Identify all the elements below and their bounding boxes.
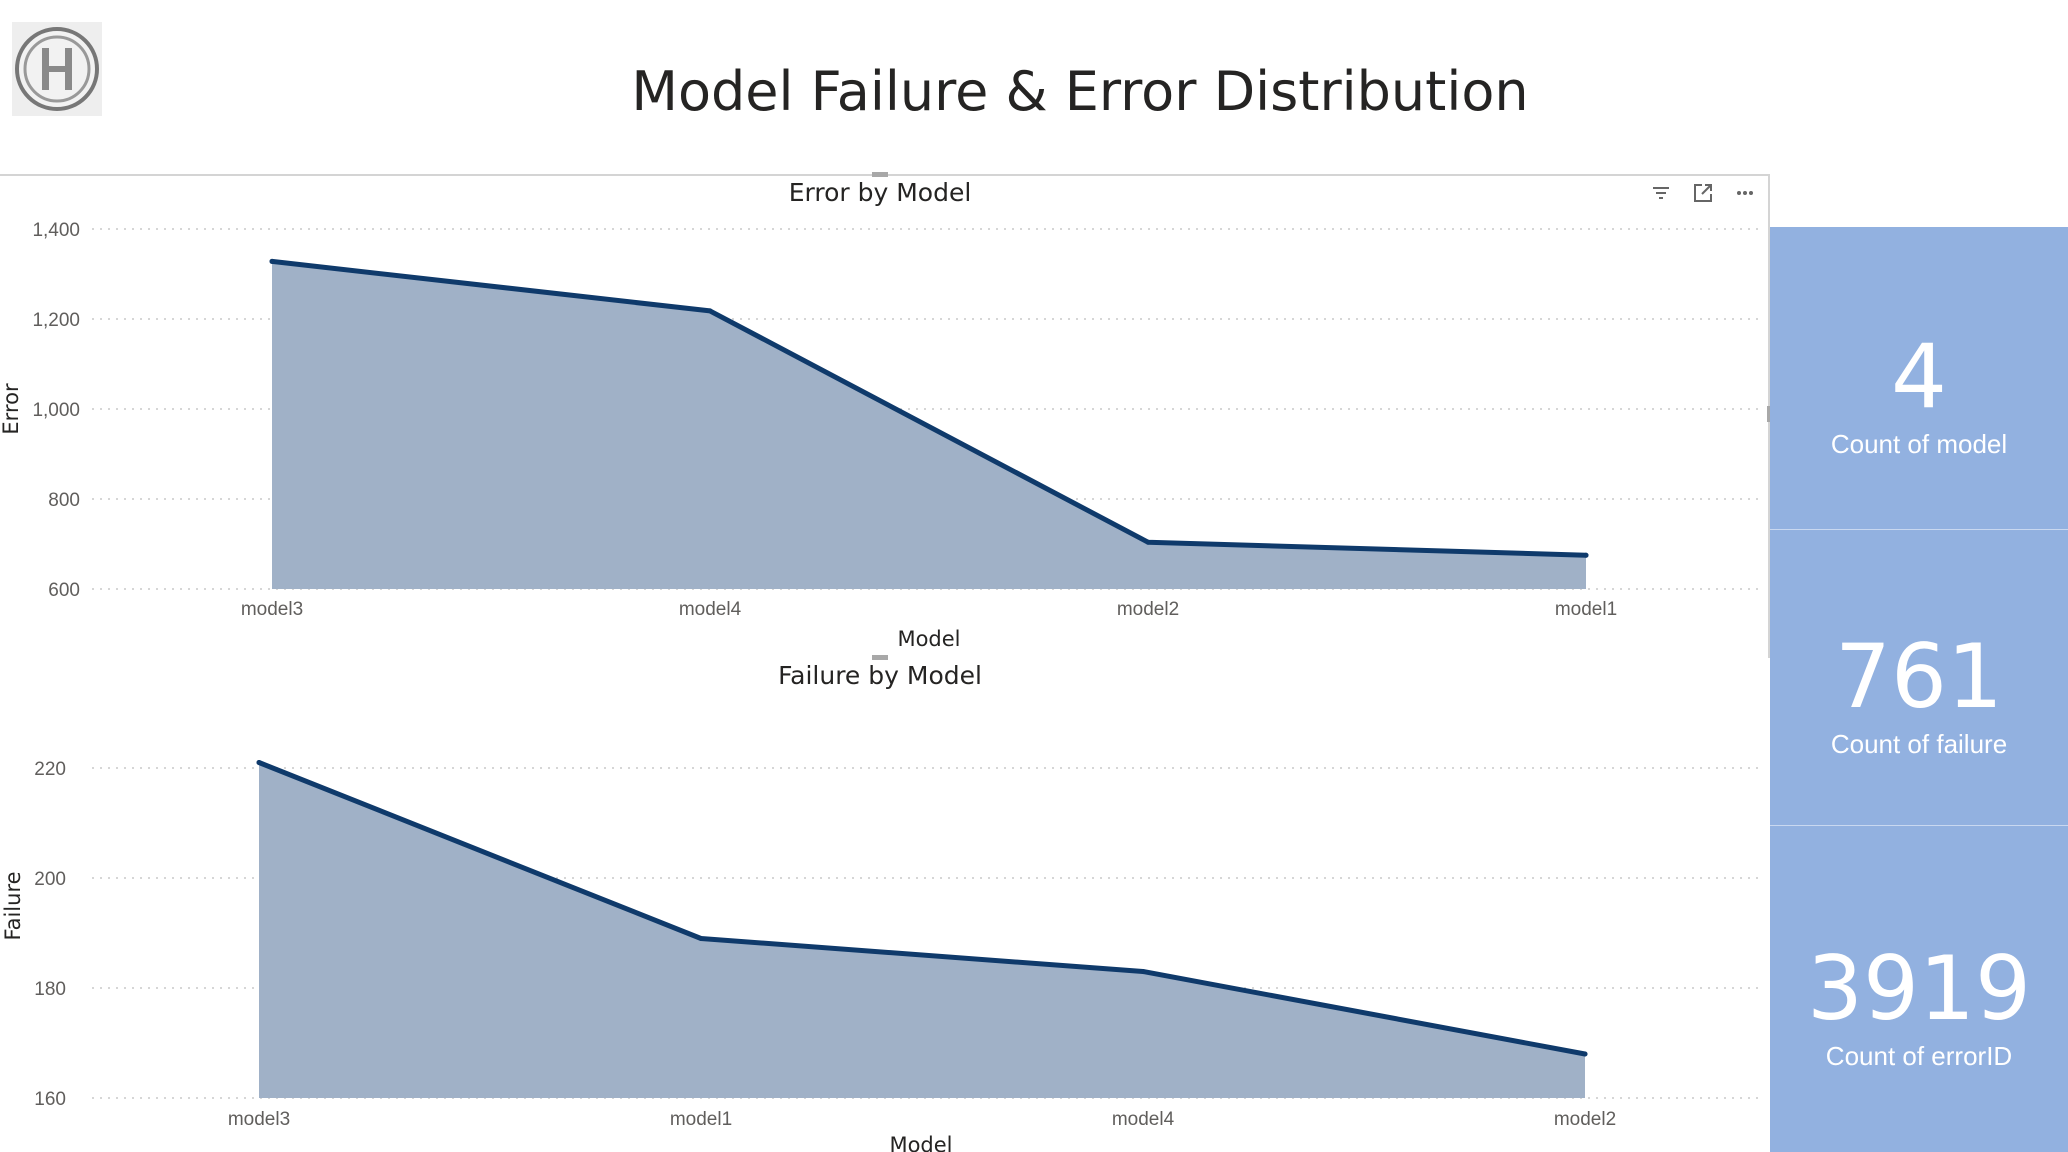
- bosch-logo: [12, 22, 102, 116]
- y-axis-title: Failure: [1, 871, 25, 940]
- area-fill: [259, 762, 1585, 1098]
- data-point: [256, 760, 262, 765]
- card-value: 761: [1835, 625, 2003, 728]
- y-tick-label: 1,200: [32, 310, 80, 331]
- logo-icon: [15, 27, 99, 111]
- chart-title: Failure by Model: [778, 661, 982, 690]
- data-point: [707, 308, 713, 314]
- data-point: [1140, 969, 1146, 974]
- data-point: [698, 936, 704, 941]
- x-tick-label: model4: [679, 599, 742, 620]
- more-options-icon[interactable]: [1734, 182, 1756, 204]
- card-divider: [1770, 529, 2068, 530]
- card-divider: [1770, 825, 2068, 826]
- x-tick-label: model4: [1112, 1109, 1175, 1130]
- error-chart-svg: Error by Model 600 800 1,000 1,200 1,400 model…: [0, 178, 1760, 651]
- card-count-of-model[interactable]: 4 Count of model: [1770, 327, 2068, 461]
- kpi-cards: 4 Count of model 761 Count of failure 39…: [1770, 227, 2068, 1152]
- data-point: [269, 258, 275, 264]
- data-point: [1145, 539, 1151, 545]
- y-tick-label: 180: [34, 979, 66, 1000]
- filter-icon[interactable]: [1650, 182, 1672, 204]
- page-title: Model Failure & Error Distribution: [631, 60, 1529, 123]
- card-value: 4: [1891, 325, 1947, 428]
- x-tick-label: model1: [670, 1109, 732, 1130]
- error-by-model-visual[interactable]: Error by Model 600 800 1,000 1,200 1,400 model…: [0, 172, 1772, 660]
- resize-handle-right[interactable]: [1767, 406, 1772, 422]
- data-point: [1582, 1051, 1588, 1057]
- area-fill: [272, 261, 1586, 589]
- y-tick-label: 1,400: [32, 220, 80, 241]
- y-axis-title: Error: [0, 383, 23, 435]
- x-tick-label: model3: [241, 599, 303, 620]
- resize-handle-top[interactable]: [872, 172, 888, 177]
- x-tick-label: model3: [228, 1109, 290, 1130]
- card-label: Count of errorID: [1825, 1041, 2013, 1071]
- chart-title: Error by Model: [789, 178, 972, 207]
- failure-chart-svg: Failure by Model 160 180 200 220 model3 model1…: [1, 661, 1760, 1152]
- card-label: Count of failure: [1830, 729, 2008, 759]
- series-line: [256, 760, 1588, 1057]
- y-tick-label: 160: [34, 1089, 66, 1110]
- x-tick-label: model1: [1555, 599, 1617, 620]
- y-tick-label: 600: [48, 580, 80, 601]
- x-tick-label: model2: [1117, 599, 1179, 620]
- x-axis-title: Model: [897, 627, 960, 651]
- card-value: 3919: [1807, 937, 2031, 1040]
- y-tick-label: 220: [34, 759, 66, 780]
- data-point: [1583, 552, 1589, 558]
- x-tick-label: model2: [1554, 1109, 1616, 1130]
- x-axis-title: Model: [889, 1133, 952, 1152]
- card-count-of-errorid[interactable]: 3919 Count of errorID: [1770, 939, 2068, 1073]
- y-tick-label: 200: [34, 869, 66, 890]
- visual-header: [1650, 182, 1756, 204]
- resize-handle-bottom[interactable]: [872, 655, 888, 660]
- y-tick-label: 1,000: [32, 400, 80, 421]
- y-tick-label: 800: [48, 490, 80, 511]
- failure-by-model-visual[interactable]: Failure by Model 160 180 200 220 model3 model1…: [0, 658, 1770, 1152]
- card-label: Count of model: [1830, 429, 2008, 459]
- focus-mode-icon[interactable]: [1692, 182, 1714, 204]
- card-count-of-failure[interactable]: 761 Count of failure: [1770, 627, 2068, 761]
- series-line: [269, 258, 1589, 558]
